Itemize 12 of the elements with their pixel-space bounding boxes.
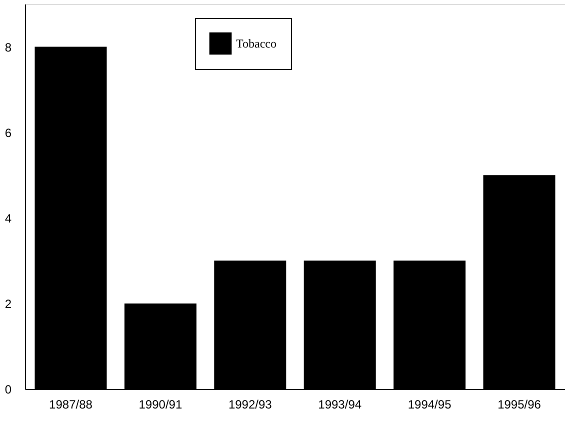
x-tick-label: 1992/93 xyxy=(228,398,272,412)
legend-label: Tobacco xyxy=(236,36,276,50)
x-tick-label: 1990/91 xyxy=(138,398,182,412)
x-tick-label: 1994/95 xyxy=(408,398,452,412)
y-tick-label: 8 xyxy=(4,40,12,54)
x-tick-label: 1995/96 xyxy=(498,398,542,412)
y-tick-label: 0 xyxy=(4,382,12,396)
x-tick-label: 1987/88 xyxy=(49,398,93,412)
y-tick-label: 2 xyxy=(4,296,12,311)
y-tick-label: 6 xyxy=(4,126,12,140)
x-tick-label: 1993/94 xyxy=(318,398,362,412)
y-tick-label: 4 xyxy=(4,211,12,226)
